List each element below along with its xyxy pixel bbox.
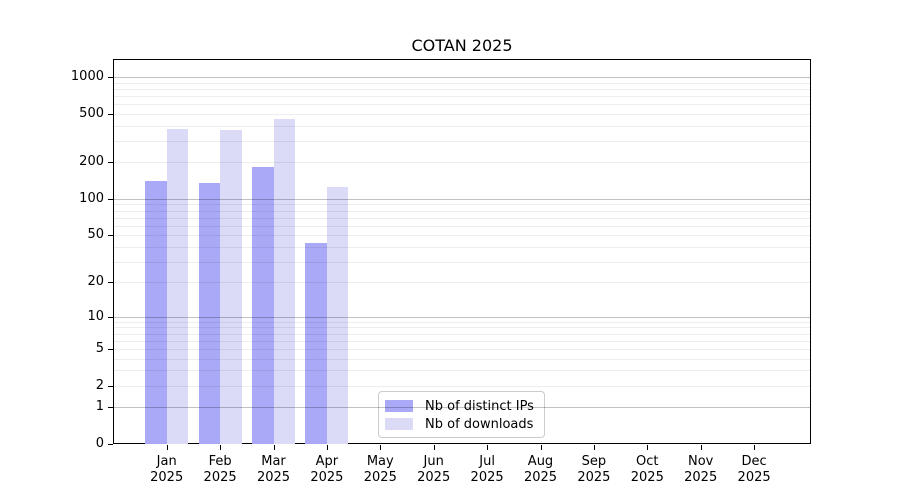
y-tick-mark [108, 316, 113, 318]
x-tick-label: May 2025 [363, 454, 397, 485]
y-tick-label: 500 [79, 105, 104, 121]
gridline-minor [114, 113, 810, 115]
x-tick-mark [540, 445, 542, 450]
bar-downloads-apr [326, 186, 349, 444]
x-tick-mark [273, 445, 275, 450]
gridline-minor [114, 348, 810, 350]
x-tick-mark [593, 445, 595, 450]
x-tick-label: Aug 2025 [523, 454, 558, 485]
x-tick-label: Dec 2025 [737, 454, 771, 485]
gridline-major [114, 77, 810, 79]
gridline-minor [114, 340, 810, 342]
gridline-major [114, 407, 810, 409]
gridline-minor [114, 125, 810, 127]
gridline-minor [114, 358, 810, 360]
distinct-ips-swatch-icon [385, 400, 413, 412]
y-tick-mark [108, 235, 113, 237]
y-tick-mark [108, 348, 113, 350]
legend-item-downloads: Nb of downloads [385, 415, 536, 433]
y-tick-label: 50 [87, 227, 104, 243]
x-tick-label: Nov 2025 [684, 454, 718, 485]
bar-downloads-feb [220, 129, 242, 444]
x-tick-label: Jan 2025 [150, 454, 184, 485]
x-tick-label: Sep 2025 [577, 454, 611, 485]
gridline-minor [114, 333, 810, 335]
y-tick-mark [108, 282, 113, 284]
gridline-minor [114, 282, 810, 284]
y-tick-label: 100 [79, 190, 104, 206]
gridline-minor [114, 370, 810, 372]
y-tick-label: 2 [95, 377, 104, 393]
x-tick-label: Feb 2025 [203, 454, 237, 485]
x-tick-label: Jun 2025 [417, 454, 451, 485]
bar-distinct-ips-jan [145, 181, 167, 444]
y-tick-mark [108, 198, 113, 200]
gridline-major [114, 198, 810, 200]
y-tick-label: 20 [87, 274, 104, 290]
bar-distinct-ips-apr [305, 243, 327, 444]
gridline-minor [114, 140, 810, 142]
y-tick-label: 0 [95, 436, 104, 451]
gridline-minor [114, 225, 810, 227]
x-tick-label: Oct 2025 [630, 454, 664, 485]
legend: Nb of distinct IPs Nb of downloads [378, 391, 545, 438]
x-tick-mark [326, 445, 328, 450]
plot-area [113, 59, 811, 444]
gridline-minor [114, 261, 810, 263]
x-tick-mark [433, 445, 435, 450]
y-tick-label: 200 [79, 154, 104, 170]
gridline-major [114, 316, 810, 318]
gridline-minor [114, 235, 810, 237]
downloads-swatch-icon [385, 418, 413, 430]
x-tick-label: Apr 2025 [310, 454, 344, 485]
y-tick-mark [108, 385, 113, 387]
x-tick-mark [166, 445, 168, 450]
gridline-minor [114, 88, 810, 90]
y-tick-mark [108, 77, 113, 79]
legend-label-downloads: Nb of downloads [425, 416, 534, 432]
gridline-minor [114, 162, 810, 164]
y-tick-mark [108, 407, 113, 409]
y-tick-label: 1000 [70, 69, 104, 85]
y-tick-mark [108, 162, 113, 164]
gridline-minor [114, 210, 810, 212]
gridline-minor [114, 95, 810, 97]
gridline-minor [114, 204, 810, 206]
x-tick-label: Mar 2025 [256, 454, 291, 485]
y-tick-label: 5 [95, 340, 104, 356]
x-tick-mark [647, 445, 649, 450]
gridline-minor [114, 385, 810, 387]
x-tick-mark [700, 445, 702, 450]
y-tick-label: 10 [87, 308, 104, 324]
x-tick-mark [487, 445, 489, 450]
bar-downloads-mar [273, 119, 295, 444]
gridline-minor [114, 104, 810, 106]
x-tick-label: Jul 2025 [470, 454, 504, 485]
legend-item-distinct-ips: Nb of distinct IPs [385, 397, 536, 415]
bar-distinct-ips-mar [252, 167, 274, 444]
gridline-minor [114, 246, 810, 248]
gridline-minor [114, 327, 810, 329]
chart-title: COTAN 2025 [411, 36, 513, 55]
x-tick-mark [380, 445, 382, 450]
gridline-minor [114, 217, 810, 219]
x-tick-mark [754, 445, 756, 450]
x-tick-mark [220, 445, 222, 450]
bar-downloads-jan [166, 128, 189, 444]
y-tick-label: 1 [95, 399, 104, 415]
y-tick-mark [108, 113, 113, 115]
legend-label-distinct-ips: Nb of distinct IPs [425, 398, 534, 414]
y-tick-mark [108, 444, 113, 445]
bar-distinct-ips-feb [198, 183, 221, 444]
gridline-minor [114, 321, 810, 323]
gridline-minor [114, 82, 810, 84]
